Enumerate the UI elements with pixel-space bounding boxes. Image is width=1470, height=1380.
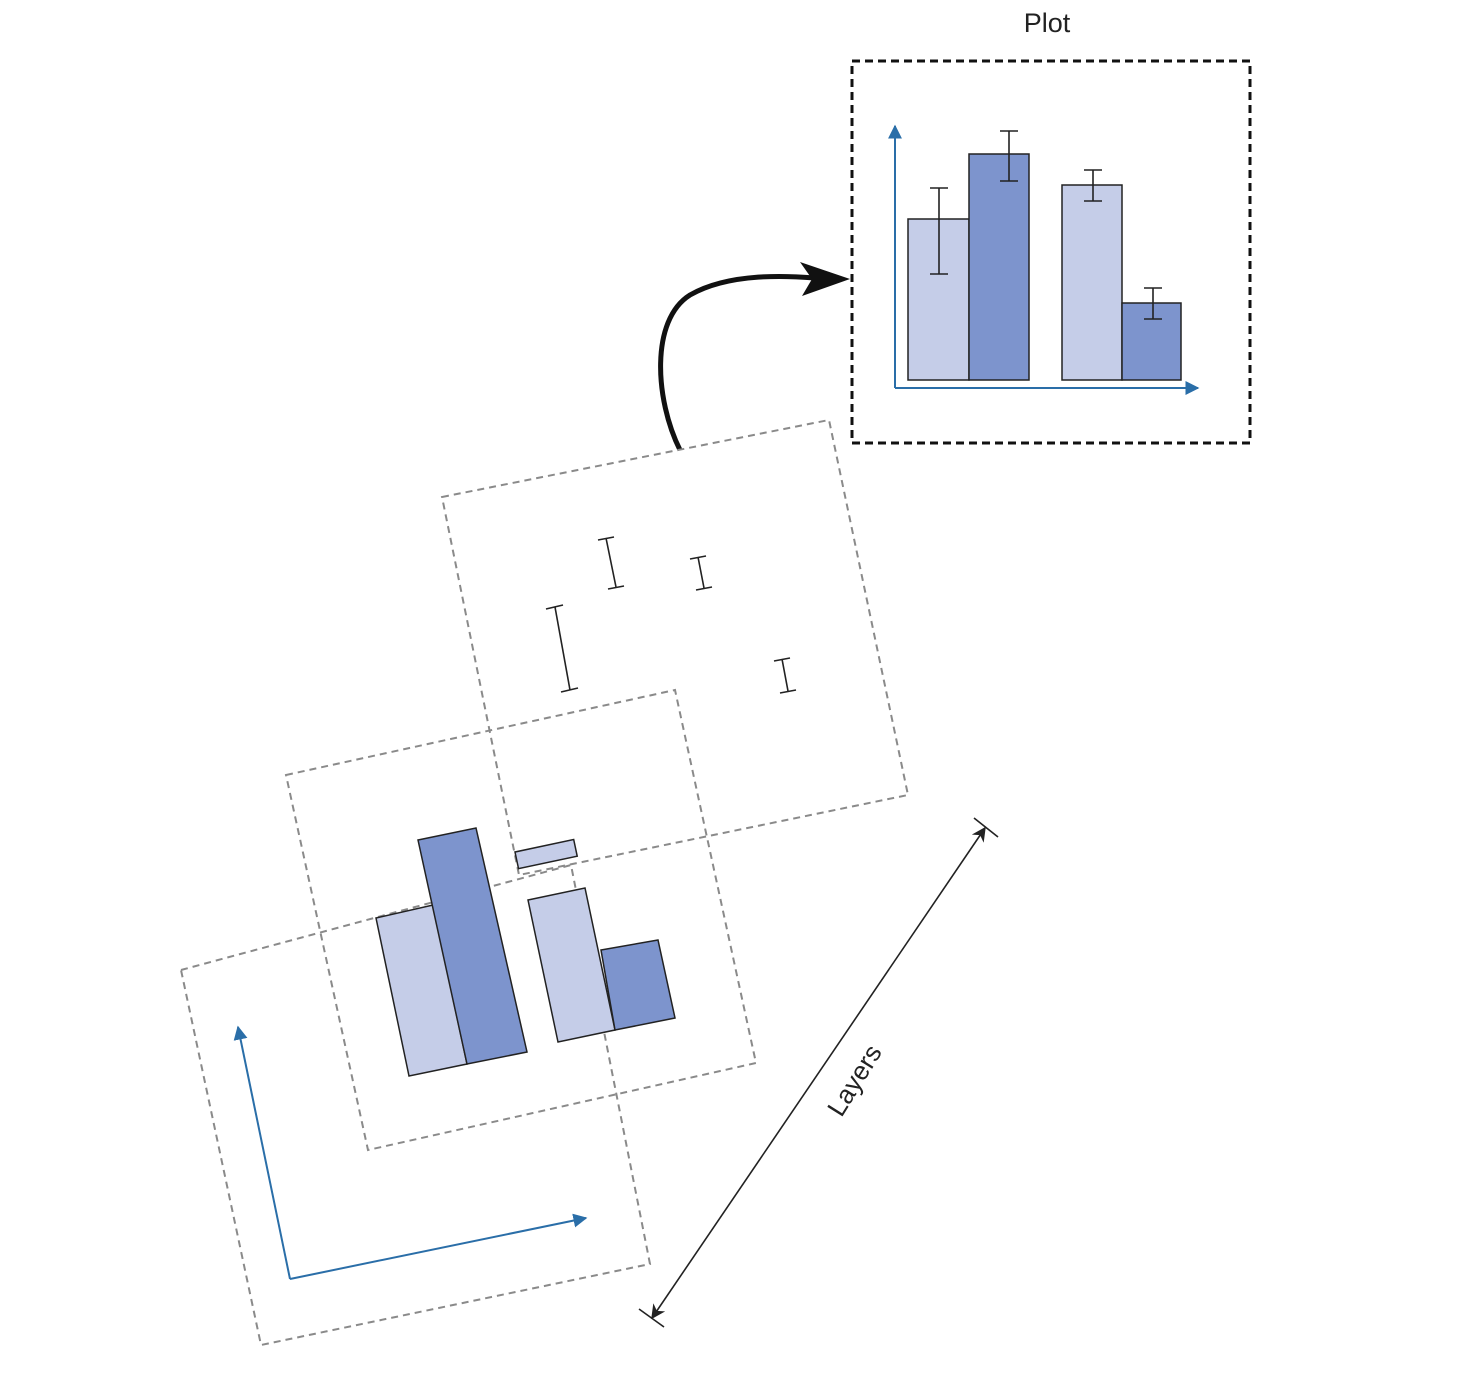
layer-bars [284, 688, 758, 1152]
layer-error-bar [773, 657, 797, 694]
layers-dimension-arrow: Layers [638, 817, 999, 1328]
plot-bar [968, 153, 1030, 381]
layer-bar [527, 887, 616, 1043]
layers-label: Layers [821, 1039, 888, 1121]
plot-frame [850, 59, 1252, 445]
layer-error-bar [545, 604, 579, 693]
plot-error-bar [930, 187, 948, 275]
plot-error-bar [1000, 130, 1018, 182]
layer-error-bar [689, 555, 713, 591]
layer-bar [600, 939, 676, 1031]
layer-bar [417, 827, 528, 1065]
compose-arrow [658, 273, 816, 452]
plot-bar [1121, 302, 1182, 381]
layer-bar-fragment [514, 838, 579, 870]
layer-error-bars [440, 418, 910, 877]
plot-bar [907, 218, 970, 381]
plot-error-bar [1144, 287, 1162, 320]
layer-y-axis [233, 1025, 291, 1280]
layer-error-bar [597, 536, 625, 590]
plot-title: Plot [1023, 8, 1071, 38]
plot-error-bar [1084, 169, 1102, 202]
layer-x-axis [289, 1213, 588, 1280]
plot-bar [1061, 184, 1123, 381]
compose-arrow-head [800, 262, 850, 296]
